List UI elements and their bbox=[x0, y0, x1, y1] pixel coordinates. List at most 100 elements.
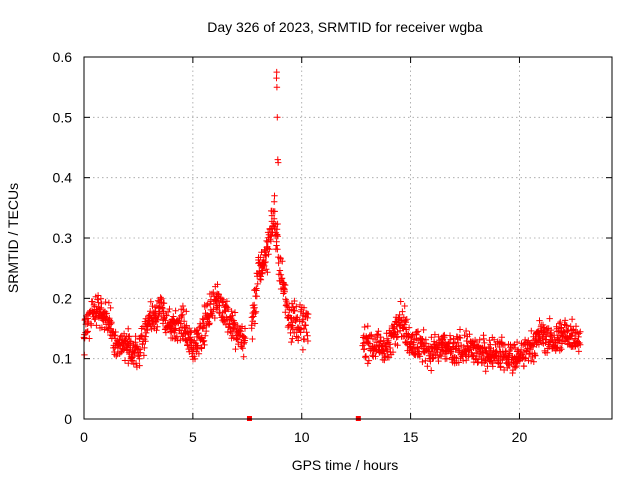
data-point bbox=[138, 332, 145, 339]
data-point bbox=[293, 303, 300, 310]
data-point bbox=[108, 319, 115, 326]
data-point bbox=[525, 337, 532, 344]
data-point bbox=[221, 308, 229, 315]
data-point bbox=[275, 259, 282, 267]
data-point bbox=[225, 305, 232, 313]
data-point bbox=[408, 332, 415, 340]
data-point bbox=[257, 273, 264, 280]
data-point bbox=[273, 74, 280, 82]
data-point bbox=[571, 335, 579, 342]
data-point bbox=[282, 309, 289, 316]
data-point bbox=[199, 324, 207, 331]
data-point bbox=[480, 335, 487, 343]
plot-frame bbox=[83, 56, 613, 420]
data-point bbox=[147, 298, 154, 305]
data-point bbox=[295, 337, 302, 344]
data-point bbox=[248, 325, 255, 332]
data-point bbox=[399, 308, 406, 315]
data-point bbox=[472, 355, 479, 362]
data-point bbox=[304, 337, 312, 345]
data-point bbox=[251, 286, 259, 293]
data-point bbox=[173, 333, 181, 340]
data-point bbox=[98, 300, 105, 307]
data-point bbox=[106, 317, 114, 325]
data-point bbox=[121, 337, 128, 344]
data-point bbox=[100, 313, 108, 321]
data-point bbox=[369, 352, 376, 359]
data-point bbox=[414, 344, 421, 352]
data-point bbox=[216, 302, 223, 309]
data-point bbox=[428, 334, 435, 341]
data-point bbox=[561, 317, 569, 324]
data-point bbox=[271, 192, 278, 199]
data-point bbox=[293, 333, 300, 340]
data-point bbox=[257, 254, 264, 261]
data-point bbox=[288, 338, 295, 346]
data-point bbox=[455, 343, 462, 350]
data-point bbox=[228, 308, 235, 315]
data-point bbox=[413, 328, 420, 336]
data-point bbox=[375, 328, 382, 335]
data-point bbox=[530, 358, 537, 365]
data-point bbox=[125, 360, 132, 367]
data-point bbox=[403, 316, 410, 323]
data-point bbox=[273, 242, 280, 249]
data-point bbox=[365, 357, 373, 364]
data-point bbox=[179, 311, 186, 318]
data-point bbox=[154, 316, 161, 323]
data-point bbox=[364, 322, 371, 330]
data-point bbox=[117, 333, 124, 340]
data-point bbox=[139, 341, 146, 348]
data-point bbox=[263, 266, 270, 273]
data-point bbox=[227, 315, 235, 323]
data-point bbox=[172, 325, 179, 332]
data-point bbox=[268, 231, 275, 239]
data-point bbox=[499, 357, 506, 364]
data-point bbox=[466, 331, 473, 338]
data-point bbox=[297, 325, 305, 332]
data-point bbox=[141, 344, 148, 352]
data-point bbox=[300, 325, 308, 333]
data-point bbox=[274, 233, 281, 240]
data-point bbox=[160, 308, 167, 315]
data-point bbox=[253, 285, 260, 292]
data-point bbox=[447, 336, 454, 343]
data-point bbox=[248, 314, 256, 321]
data-point bbox=[125, 325, 132, 332]
x-tick-label: 10 bbox=[294, 429, 310, 445]
data-point bbox=[383, 343, 390, 350]
x-tick-label: 15 bbox=[403, 429, 419, 445]
data-point bbox=[206, 313, 213, 321]
data-point bbox=[273, 68, 280, 76]
data-point bbox=[231, 309, 239, 316]
data-point bbox=[410, 350, 417, 357]
data-point bbox=[97, 295, 105, 302]
data-point bbox=[86, 335, 93, 342]
data-point bbox=[302, 322, 309, 329]
data-point bbox=[461, 332, 468, 339]
data-point bbox=[239, 345, 246, 352]
data-point bbox=[133, 363, 141, 371]
data-point bbox=[482, 368, 489, 375]
data-point bbox=[154, 297, 162, 304]
data-point bbox=[158, 295, 165, 302]
data-point bbox=[219, 299, 226, 306]
x-tick-labels: 0 5 10 15 20 bbox=[80, 429, 527, 445]
data-point bbox=[198, 345, 205, 352]
data-point bbox=[287, 314, 294, 321]
x-tick-label: 20 bbox=[512, 429, 528, 445]
data-point bbox=[451, 354, 459, 361]
data-point bbox=[405, 324, 413, 331]
data-point bbox=[405, 333, 412, 341]
data-point bbox=[214, 281, 221, 288]
data-point bbox=[266, 246, 273, 253]
data-point bbox=[455, 359, 462, 366]
data-point bbox=[142, 333, 149, 340]
y-tick-label: 0.3 bbox=[53, 230, 73, 246]
data-point bbox=[187, 329, 195, 336]
data-point bbox=[457, 334, 464, 342]
data-point bbox=[489, 363, 496, 370]
data-point bbox=[101, 326, 108, 333]
data-point bbox=[250, 313, 257, 320]
data-point bbox=[105, 299, 113, 306]
